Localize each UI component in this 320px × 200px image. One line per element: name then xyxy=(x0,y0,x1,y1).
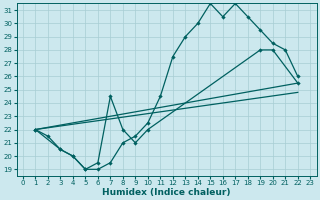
X-axis label: Humidex (Indice chaleur): Humidex (Indice chaleur) xyxy=(102,188,231,197)
